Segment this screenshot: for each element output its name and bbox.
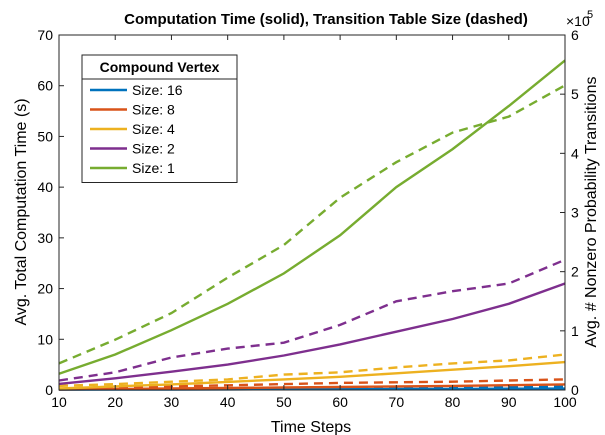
series-size-2-time-solid-line — [58, 282, 566, 386]
legend-entry-label: Size: 16 — [132, 82, 183, 98]
y-right-tick-label: 5 — [571, 86, 579, 102]
x-tick-label: 90 — [501, 394, 517, 410]
legend-entry-label: Size: 4 — [132, 121, 175, 137]
axes: 10 20 30 40 50 60 70 80 90 1000102030405060700123… — [37, 27, 579, 410]
series-size-4-time-solid-line — [58, 360, 566, 390]
y-left-tick-label: 70 — [37, 27, 53, 43]
y-left-tick-label: 50 — [37, 128, 53, 144]
legend-entry-label: Size: 2 — [132, 141, 175, 157]
y-axis-left-label: Avg. Total Computation Time (s) — [13, 98, 30, 325]
right-axis-exponent: ×10 5 — [566, 9, 593, 29]
legend-box — [81, 54, 238, 183]
x-tick-label: 80 — [445, 394, 461, 410]
x-tick-label: 60 — [332, 394, 348, 410]
x-tick-label: 70 — [389, 394, 405, 410]
y-left-tick-label: 60 — [37, 78, 53, 94]
series-size-16-transitions-dashed-line — [58, 385, 566, 391]
series-size-2-transitions-dashed-line — [58, 258, 566, 382]
x-axis-label: Time Steps — [271, 419, 351, 435]
x-tick-label: 50 — [276, 394, 292, 410]
y-left-tick-label: 20 — [37, 281, 53, 297]
series-size-4-transitions-dashed-line — [58, 353, 566, 388]
series-size-1-time-solid-line — [58, 59, 566, 375]
legend-title: Compound Vertex — [100, 59, 220, 75]
series-size-1-transitions-dashed-line — [58, 84, 566, 365]
x-tick-label: 40 — [220, 394, 236, 410]
y-left-tick-label: 40 — [37, 179, 53, 195]
y-right-tick-label: 6 — [571, 27, 579, 43]
x-tick-label: 20 — [107, 394, 123, 410]
y-right-tick-label: 4 — [571, 145, 579, 161]
legend-entry-label: Size: 1 — [132, 160, 175, 176]
y-axis-right-label: Avg. # Nonzero Probability Transitions — [583, 77, 600, 348]
chart-title: Computation Time (solid), Transition Tab… — [124, 11, 528, 28]
y-right-tick-label: 0 — [571, 382, 579, 398]
legend: Compound Vertex Size: 16 Size: 8 Size: 4 Siz… — [81, 54, 238, 183]
y-right-tick-label: 2 — [571, 264, 579, 280]
series-size-8-time-solid-line — [58, 383, 566, 391]
right-axis-exponent-base: ×10 — [566, 13, 590, 29]
right-axis-exponent-power: 5 — [587, 9, 593, 21]
y-right-tick-label: 1 — [571, 323, 579, 339]
x-tick-label: 100 — [553, 394, 577, 410]
x-tick-label: 10 — [51, 394, 67, 410]
series-size-8-transitions-dashed-line — [58, 378, 566, 390]
y-left-tick-label: 10 — [37, 331, 53, 347]
y-left-tick-label: 0 — [45, 382, 53, 398]
x-tick-label: 30 — [164, 394, 180, 410]
y-right-tick-label: 3 — [571, 205, 579, 221]
legend-entry-label: Size: 8 — [132, 102, 175, 118]
y-left-tick-label: 30 — [37, 230, 53, 246]
